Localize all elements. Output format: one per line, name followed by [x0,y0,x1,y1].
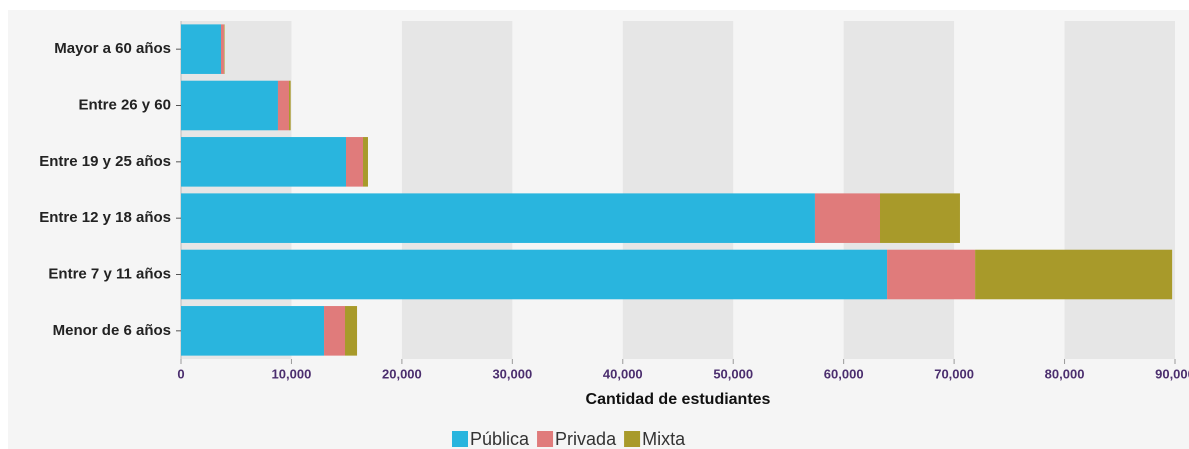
x-tick-label: 50,000 [713,366,753,381]
legend-label: Pública [470,429,530,449]
y-tick-label: Entre 12 y 18 años [39,209,171,226]
bar-segment [975,249,1173,300]
grid-band [181,21,292,359]
grid-band [843,21,955,359]
grid-band [622,21,734,359]
bar-segment [181,193,815,243]
bar-segment [880,193,960,243]
bar-segment [181,137,347,187]
bar-segment [223,24,225,74]
bar-segment [220,24,224,74]
legend-swatch [537,431,554,447]
grid-band [401,21,513,359]
bar-segment [181,24,221,74]
bar-segment [181,80,278,131]
legend-label: Mixta [642,429,686,449]
bar-segment [289,80,291,131]
grid-band [1064,21,1175,359]
y-tick-label: Menor de 6 años [53,322,171,339]
legend-swatch [624,431,641,447]
x-tick-label: 40,000 [603,366,643,381]
bar-segment [277,80,290,131]
bar-segment [363,137,368,187]
x-tick-label: 60,000 [824,366,864,381]
bar-segment [181,306,325,356]
x-tick-label: 90,000 [1155,366,1189,381]
legend-label: Privada [555,429,617,449]
x-axis-label: Cantidad de estudiantes [586,391,771,408]
x-tick-label: 80,000 [1045,366,1085,381]
y-tick-label: Entre 19 y 25 años [39,153,171,170]
bar-segment [181,249,888,300]
bar-segment [345,306,358,356]
legend-swatch [452,431,468,447]
y-tick-label: Entre 7 y 11 años [48,265,171,282]
x-tick-label: 0 [177,366,184,381]
bar-segment [814,193,881,243]
y-tick-label: Entre 26 y 60 [78,96,171,113]
y-tick-label: Mayor a 60 años [54,40,171,57]
bar-segment [324,306,346,356]
bar-segment [887,249,976,300]
x-tick-label: 30,000 [492,366,532,381]
x-tick-label: 10,000 [272,366,312,381]
x-tick-label: 70,000 [934,366,974,381]
bar-segment [346,137,364,187]
x-tick-label: 20,000 [382,366,422,381]
